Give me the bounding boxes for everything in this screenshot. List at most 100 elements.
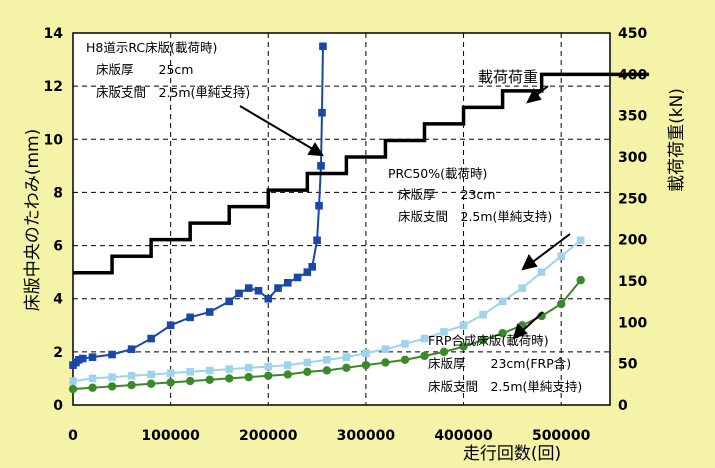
data-point [225,374,234,383]
data-point [186,313,194,322]
data-point [166,321,175,330]
data-point [127,371,136,380]
data-point [537,268,546,276]
annotation-frp-title: FRP合成床版(載荷時) [428,333,549,348]
x-tick-label: 500000 [532,428,591,444]
data-point [420,351,429,361]
plot-background [72,32,611,406]
data-point [88,353,97,361]
data-point [576,275,585,285]
y2-tick-label: 200 [618,233,647,249]
data-point [166,378,175,387]
arrow-frp-head [512,323,528,340]
data-point [400,355,410,365]
data-point [78,354,87,363]
data-point [342,363,351,372]
data-point [322,366,332,375]
annotation-arrows [239,85,571,340]
data-point [127,345,136,353]
data-point [308,263,317,271]
data-point [439,347,449,357]
y2-tick-label: 150 [618,274,647,290]
series-3 [73,72,650,275]
data-point [342,353,351,361]
data-point [313,236,321,245]
data-point [459,342,468,351]
y-tick-label: 12 [44,79,63,95]
data-point [459,321,468,330]
data-point [284,361,292,369]
data-point [557,252,565,260]
ticks: 0 100000 200000 300000 400000 500000 0 2 4 6 8 10 12… [44,26,648,444]
x-tick-label: 400000 [434,428,493,444]
data-point [315,201,323,210]
data-point [401,340,409,348]
data-point [479,310,487,319]
annotation-frp-thickness: 床版厚 23cm(FRP含) [428,356,571,371]
y2-tick-label: 0 [618,398,628,414]
data-point [108,350,116,359]
data-point [235,289,243,298]
y-tick-label: 8 [53,185,63,201]
data-point [518,284,526,292]
data-point [381,345,390,353]
arrow-load-head [526,88,542,104]
data-point [318,108,326,117]
x-tick-label: 200000 [239,428,298,444]
data-point [420,334,429,343]
y-tick-label: 0 [53,398,63,414]
annotation-rc-thickness: 床版厚 25cm [96,62,193,77]
arrow-prc-head [521,254,538,271]
data-point [185,376,195,386]
data-point [69,377,77,385]
data-point [166,369,175,377]
data-point [146,379,156,388]
data-point [225,297,234,306]
data-point [254,286,263,295]
data-point [264,371,273,380]
data-point [186,367,194,376]
data-point [498,297,507,306]
y-tick-label: 14 [44,26,64,42]
y-tick-label: 2 [53,345,63,361]
data-point [127,380,136,390]
data-point [556,299,566,309]
annotation-rc-span: 床版支間 2.5m(単純支持) [96,85,250,100]
arrow-rc-head [307,142,324,157]
data-point [303,367,312,376]
y2-tick-label: 250 [618,191,647,207]
arrow-prc [529,233,571,265]
data-point [319,42,327,51]
data-point [478,335,488,345]
annotation-prc-thickness: 床版厚 23cm [398,187,495,202]
y-tick-label: 6 [53,239,63,255]
y2-tick-label: 400 [618,67,647,83]
y-tick-label: 4 [53,292,63,308]
data-point [68,384,78,394]
data-point [274,284,282,292]
data-point [205,366,214,375]
y-axis-title: 床版中央のたわみ(mm) [23,129,43,311]
data-point [317,162,325,170]
data-point [576,236,585,245]
data-point [264,294,273,303]
annotation-prc: PRC50%(載荷時) 床版厚 23cm 床版支間 2.5m(単純支持) [388,166,552,224]
x-tick-label: 100000 [141,428,200,444]
annotation-frp-span: 床版支間 2.5m(単純支持) [428,379,582,394]
data-point [244,372,253,382]
annotation-prc-title: PRC50%(載荷時) [388,166,487,181]
y-tick-label: 10 [44,132,64,148]
data-point [381,358,390,367]
series-0 [69,42,327,369]
y2-tick-label: 450 [618,26,647,42]
data-point [205,308,214,316]
data-point [244,284,253,292]
data-point [107,382,117,391]
y2-tick-label: 350 [618,109,647,125]
data-point [283,370,292,379]
y2-tick-label: 50 [618,357,638,373]
y2-tick-label: 300 [618,150,647,166]
annotation-load: 載荷荷重 [478,68,538,86]
data-point [362,349,370,357]
